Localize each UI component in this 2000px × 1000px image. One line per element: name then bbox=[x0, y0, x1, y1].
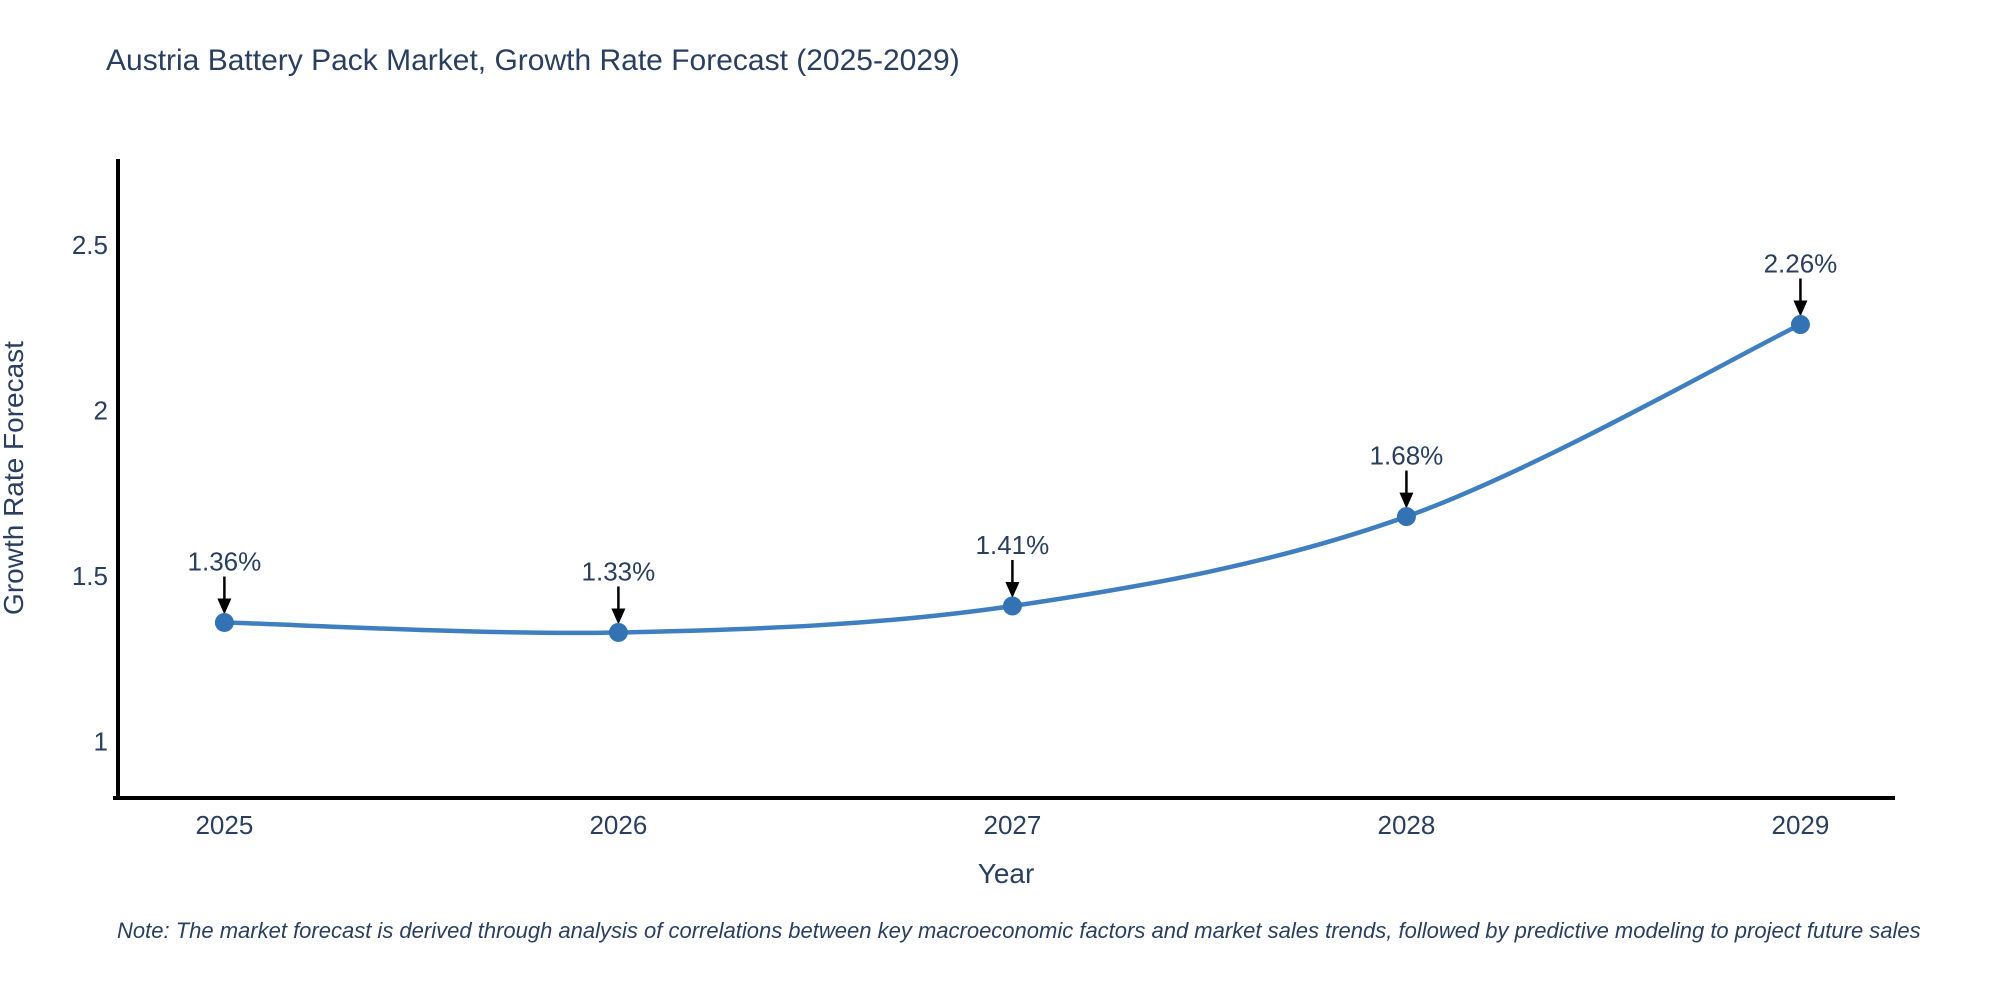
point-label: 1.68% bbox=[1370, 441, 1444, 471]
x-tick-label: 2029 bbox=[1772, 810, 1830, 840]
annotation-arrowhead-icon bbox=[611, 608, 626, 625]
x-axis-title: Year bbox=[977, 858, 1035, 889]
data-point-marker[interactable] bbox=[1396, 507, 1416, 527]
annotation-arrowhead-icon bbox=[1005, 581, 1020, 598]
annotation-arrowhead-icon bbox=[217, 598, 232, 615]
point-label: 2.26% bbox=[1764, 249, 1838, 279]
y-tick-label: 1 bbox=[94, 727, 108, 757]
point-label: 1.33% bbox=[582, 556, 656, 586]
x-tick-label: 2028 bbox=[1378, 810, 1436, 840]
y-axis-title: Growth Rate Forecast bbox=[0, 341, 29, 615]
annotation-arrowhead-icon bbox=[1399, 492, 1414, 509]
point-label: 1.41% bbox=[976, 530, 1050, 560]
x-tick-label: 2026 bbox=[589, 810, 647, 840]
y-tick-label: 2.5 bbox=[72, 230, 108, 260]
y-tick-label: 1.5 bbox=[72, 561, 108, 591]
footnote: Note: The market forecast is derived thr… bbox=[117, 918, 1921, 943]
data-point-marker[interactable] bbox=[214, 613, 234, 633]
data-point-marker[interactable] bbox=[1002, 596, 1022, 616]
annotation-arrowhead-icon bbox=[1793, 300, 1808, 317]
point-label: 1.36% bbox=[188, 547, 262, 577]
y-tick-label: 2 bbox=[94, 396, 108, 426]
x-tick-label: 2027 bbox=[983, 810, 1041, 840]
data-point-marker[interactable] bbox=[608, 622, 628, 642]
x-tick-label: 2025 bbox=[195, 810, 253, 840]
data-point-marker[interactable] bbox=[1790, 315, 1810, 335]
chart-title: Austria Battery Pack Market, Growth Rate… bbox=[106, 44, 960, 77]
